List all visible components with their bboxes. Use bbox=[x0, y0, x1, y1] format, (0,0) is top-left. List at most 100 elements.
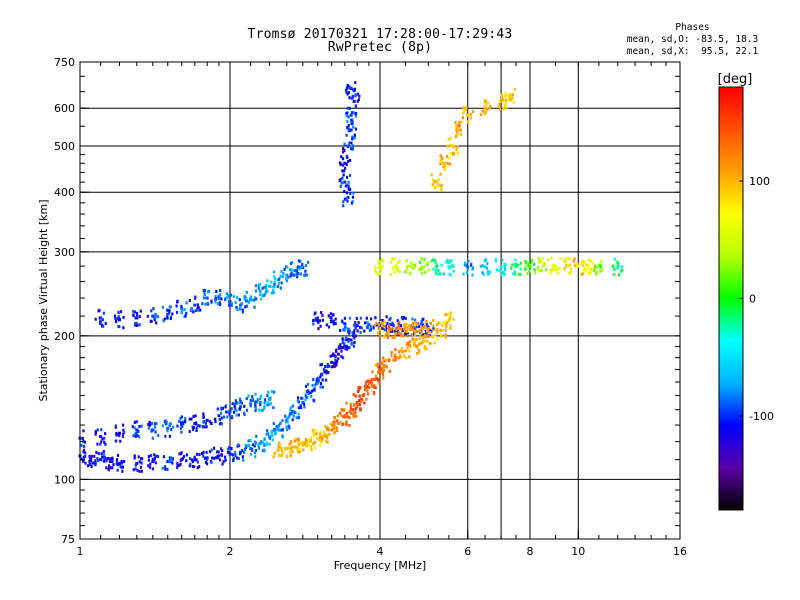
echo-point bbox=[218, 458, 222, 462]
echo-point bbox=[285, 273, 289, 277]
echo-point bbox=[451, 263, 454, 267]
echo-point bbox=[154, 461, 157, 465]
echo-point bbox=[118, 434, 121, 438]
echo-point bbox=[499, 265, 503, 269]
echo-point bbox=[459, 132, 463, 136]
echo-point bbox=[549, 268, 552, 272]
echo-point bbox=[140, 469, 143, 473]
echo-point bbox=[210, 448, 213, 452]
echo-point bbox=[319, 385, 322, 389]
echo-point bbox=[421, 327, 424, 331]
echo-point bbox=[545, 268, 548, 272]
echo-point bbox=[347, 145, 350, 149]
echo-point bbox=[415, 337, 418, 341]
echo-point bbox=[348, 410, 351, 414]
echo-point bbox=[346, 415, 349, 419]
echo-point bbox=[205, 296, 209, 300]
echo-point bbox=[134, 322, 137, 326]
echo-point bbox=[312, 441, 315, 445]
echo-point bbox=[436, 184, 439, 188]
echo-point bbox=[238, 401, 241, 405]
echo-point bbox=[217, 454, 221, 458]
echo-point bbox=[432, 319, 435, 323]
echo-point bbox=[234, 453, 237, 457]
echo-point bbox=[210, 301, 213, 305]
echo-point bbox=[168, 460, 171, 464]
echo-point bbox=[295, 438, 298, 442]
echo-point bbox=[289, 274, 292, 278]
echo-point bbox=[388, 359, 391, 363]
echo-point bbox=[401, 329, 404, 333]
echo-point bbox=[345, 90, 348, 94]
echo-point bbox=[99, 458, 103, 462]
echo-point bbox=[430, 173, 433, 177]
echo-point bbox=[266, 403, 269, 407]
echo-point bbox=[213, 417, 217, 421]
echo-point bbox=[449, 326, 452, 330]
echo-point bbox=[513, 272, 517, 276]
echo-point bbox=[537, 268, 540, 272]
grid-layer bbox=[80, 62, 680, 539]
echo-point bbox=[262, 441, 265, 445]
echo-point bbox=[254, 409, 257, 413]
echo-point bbox=[422, 265, 426, 269]
echo-point bbox=[245, 304, 249, 308]
echo-point bbox=[312, 433, 316, 437]
echo-point bbox=[616, 266, 619, 270]
echo-point bbox=[426, 329, 429, 333]
echo-point bbox=[191, 460, 195, 464]
echo-point bbox=[222, 460, 225, 464]
echo-point bbox=[302, 402, 306, 406]
echo-point bbox=[320, 437, 323, 441]
echo-point bbox=[295, 269, 298, 273]
echo-point bbox=[463, 261, 467, 265]
echo-point bbox=[102, 324, 105, 328]
echo-point bbox=[450, 143, 453, 147]
echo-point bbox=[400, 347, 403, 351]
echo-point bbox=[397, 322, 400, 326]
echo-point bbox=[94, 432, 97, 436]
echo-point bbox=[389, 272, 392, 276]
trace-8 bbox=[430, 87, 516, 192]
echo-point bbox=[331, 354, 334, 358]
echo-point bbox=[334, 317, 337, 321]
echo-point bbox=[313, 446, 316, 450]
echo-point bbox=[139, 309, 142, 313]
echo-point bbox=[394, 348, 397, 352]
echo-point bbox=[466, 265, 469, 269]
echo-point bbox=[452, 269, 455, 273]
echo-point bbox=[367, 323, 371, 327]
echo-point bbox=[171, 425, 175, 429]
echo-point bbox=[350, 111, 354, 115]
echo-point bbox=[137, 430, 140, 434]
echo-point bbox=[220, 406, 223, 410]
echo-point bbox=[288, 414, 291, 418]
echo-point bbox=[151, 436, 154, 440]
echo-point bbox=[411, 327, 414, 331]
echo-point bbox=[434, 271, 437, 275]
x-tick-label: 16 bbox=[673, 545, 687, 558]
echo-point bbox=[367, 385, 371, 389]
echo-point bbox=[449, 136, 452, 140]
echo-point bbox=[352, 393, 355, 397]
echo-point bbox=[381, 265, 384, 269]
echo-point bbox=[265, 441, 268, 445]
echo-point bbox=[439, 154, 442, 158]
echo-point bbox=[153, 425, 157, 429]
echo-point bbox=[550, 256, 553, 260]
echo-point bbox=[439, 328, 442, 332]
echo-point bbox=[424, 270, 427, 274]
echo-point bbox=[485, 266, 489, 270]
echo-point bbox=[245, 290, 248, 294]
echo-point bbox=[185, 459, 188, 463]
echo-point bbox=[273, 277, 277, 281]
echo-point bbox=[434, 259, 437, 263]
echo-point bbox=[465, 271, 469, 275]
echo-point bbox=[214, 297, 217, 301]
echo-point bbox=[266, 429, 269, 433]
echo-point bbox=[355, 414, 358, 418]
echo-point bbox=[452, 145, 456, 149]
echo-point bbox=[369, 324, 372, 328]
echo-point bbox=[383, 335, 386, 339]
echo-point bbox=[388, 324, 391, 328]
